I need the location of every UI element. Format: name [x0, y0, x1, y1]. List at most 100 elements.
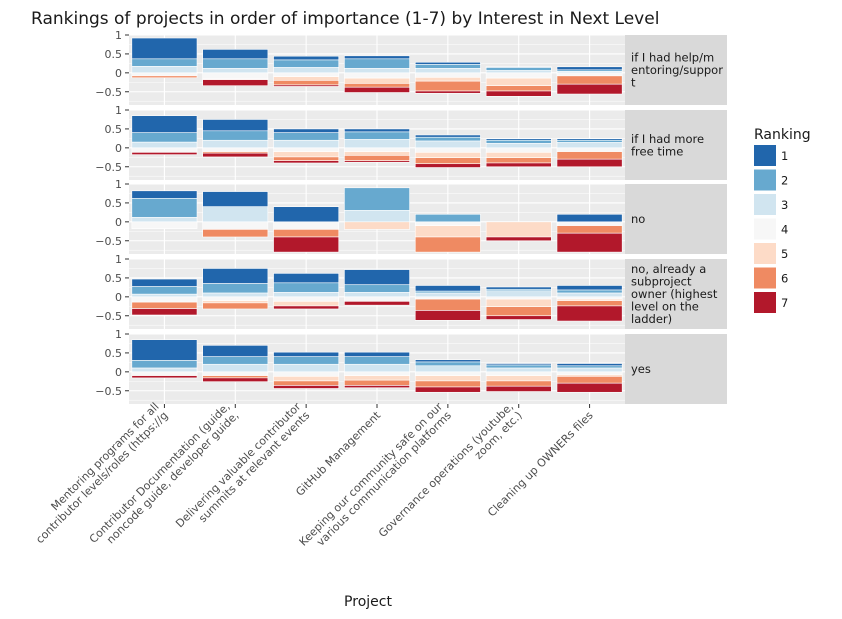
bar-segment — [131, 367, 198, 373]
bar-segment — [414, 292, 481, 298]
legend-key — [754, 145, 776, 166]
bar-segment — [556, 296, 623, 300]
bar-segment — [556, 300, 623, 307]
facet-strip-label: no, already a — [631, 262, 706, 276]
bar-segment — [344, 147, 410, 152]
bar-segment — [485, 367, 552, 373]
bar-segment — [344, 291, 410, 298]
facet-strip-label: t — [631, 76, 636, 90]
y-tick-label: 0.5 — [105, 272, 123, 285]
bar-segment — [485, 77, 552, 87]
bar-segment — [414, 375, 481, 382]
bar-segment — [344, 187, 410, 211]
bar-segment — [344, 356, 410, 365]
x-axis-title: Project — [344, 594, 392, 610]
y-tick-label: 0.5 — [105, 197, 123, 210]
bar-segment — [202, 58, 269, 69]
bar-segment — [485, 236, 552, 242]
bar-segment — [556, 147, 623, 152]
bar-segment — [131, 375, 198, 379]
y-tick-label: 0 — [115, 216, 122, 229]
bar-segment — [273, 139, 340, 149]
bar-segment — [556, 365, 623, 369]
bar-segment — [273, 380, 340, 386]
legend-label: 6 — [781, 272, 788, 286]
bar-segment — [273, 206, 340, 223]
bar-segment — [556, 66, 623, 71]
bar-segment — [485, 286, 552, 290]
bar-segment — [556, 83, 623, 95]
y-tick-label: −0.5 — [95, 385, 122, 398]
bar-segment — [485, 139, 552, 144]
bar-segment — [485, 375, 552, 382]
bar-segment — [344, 55, 410, 60]
bar-segment — [485, 221, 552, 238]
legend: Ranking 1 2 3 4 5 6 7 — [754, 127, 811, 313]
bar-segment — [273, 351, 340, 358]
legend-key — [754, 292, 776, 313]
bar-segment — [202, 139, 269, 149]
bar-segment — [344, 351, 410, 358]
legend-label: 2 — [781, 174, 788, 188]
facet-panel: 1 0.5 0 −0.5 no — [95, 178, 727, 254]
bar-segment — [202, 268, 269, 284]
bar-segment — [202, 283, 269, 294]
facet-strip-label: yes — [631, 362, 651, 376]
facet-strip — [625, 184, 727, 254]
bar-segment — [414, 157, 481, 165]
facet-strip-label: owner (highest — [631, 287, 718, 301]
bar-segment — [556, 151, 623, 160]
bar-segment — [414, 361, 481, 367]
y-tick-label: 1 — [115, 29, 122, 42]
bar-segment — [485, 298, 552, 307]
facet-strip-label: ladder) — [631, 312, 672, 326]
bar-segment — [344, 284, 410, 293]
y-tick-label: 1 — [115, 178, 122, 191]
y-tick-label: 1 — [115, 104, 122, 117]
bar-segment — [485, 70, 552, 74]
bar-segment — [131, 278, 198, 287]
bar-segment — [556, 72, 623, 77]
bar-segment — [556, 371, 623, 376]
legend-key — [754, 169, 776, 191]
y-tick-label: −0.5 — [95, 310, 122, 323]
bar-segment — [556, 289, 623, 294]
bar-segment — [202, 356, 269, 365]
bar-segment — [414, 296, 481, 300]
bar-segment — [485, 296, 552, 300]
bar-segment — [344, 58, 410, 69]
bar-segment — [131, 115, 198, 134]
bar-segment — [131, 216, 198, 223]
bar-segment — [344, 160, 410, 163]
bar-segment — [556, 367, 623, 373]
bar-segment — [131, 72, 198, 77]
bar-segment — [485, 85, 552, 92]
bar-segment — [485, 364, 552, 369]
bar-segment — [131, 301, 198, 309]
bar-segment — [131, 198, 198, 218]
bar-segment — [273, 236, 340, 253]
bar-segment — [344, 151, 410, 156]
bar-segment — [414, 140, 481, 149]
bar-segment — [273, 229, 340, 238]
legend-key — [754, 267, 776, 289]
bar-segment — [273, 80, 340, 86]
bar-segment — [485, 380, 552, 387]
bar-segment — [344, 296, 410, 302]
bar-segment — [273, 132, 340, 141]
y-tick-label: 0.5 — [105, 347, 123, 360]
facet-panel: 1 0.5 0 −0.5 yes — [95, 328, 727, 404]
bar-segment — [344, 139, 410, 149]
bar-segment — [273, 221, 340, 230]
bar-segment — [273, 282, 340, 293]
y-tick-label: 1 — [115, 328, 122, 341]
bar-segment — [414, 163, 481, 168]
bar-segment — [344, 210, 410, 223]
facet-strip-label: free time — [631, 144, 683, 158]
legend-label: 7 — [781, 296, 788, 310]
bar-segment — [485, 90, 552, 97]
